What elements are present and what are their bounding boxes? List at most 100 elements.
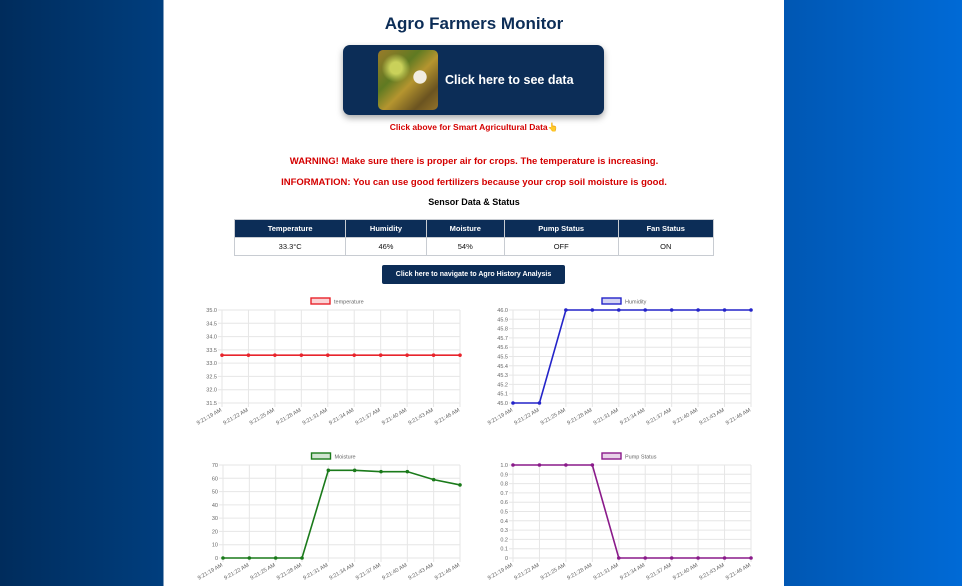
x-tick-label: 9:21:40 AM (381, 562, 408, 581)
data-point (590, 308, 595, 312)
y-tick-label: 0.4 (500, 519, 508, 525)
data-point (537, 401, 542, 405)
y-tick-label: 0.5 (500, 510, 508, 516)
data-point (669, 308, 674, 312)
y-tick-label: 40 (212, 503, 218, 509)
page-title: Agro Farmers Monitor (384, 14, 564, 33)
series-line (513, 309, 751, 404)
moisture-information: INFORMATION: You can use good fertilizer… (281, 177, 667, 188)
y-tick-label: 10 (212, 543, 218, 549)
x-tick-label: 9:21:46 AM (434, 562, 461, 581)
y-tick-label: 33.0 (206, 361, 217, 367)
x-tick-label: 9:21:43 AM (698, 407, 725, 426)
y-tick-label: 0.6 (500, 500, 508, 506)
sensor-section-title: Sensor Data & Status (428, 197, 520, 207)
column-header: Temperature (233, 219, 347, 238)
data-point (722, 556, 727, 560)
column-header: Moisture (425, 219, 505, 238)
series-line (513, 464, 751, 559)
data-point (300, 556, 304, 560)
y-tick-label: 45.7 (497, 336, 508, 342)
table-row: 33.3°C 46% 54% OFF ON (233, 237, 715, 256)
sensor-status-table: Temperature Humidity Moisture Pump Statu… (233, 219, 715, 256)
table-header-row: Temperature Humidity Moisture Pump Statu… (233, 219, 715, 238)
data-point (431, 477, 436, 482)
see-data-button-label: Click here to see data (445, 73, 574, 87)
x-tick-label: 9:21:37 AM (355, 407, 382, 426)
y-tick-label: 34.0 (206, 335, 217, 341)
y-tick-label: 46.0 (497, 308, 508, 314)
y-tick-label: 33.5 (206, 348, 217, 354)
data-point (273, 353, 277, 357)
x-tick-label: 9:21:43 AM (407, 407, 434, 426)
x-tick-label: 9:21:46 AM (434, 407, 461, 426)
y-tick-label: 35.0 (206, 308, 217, 314)
x-tick-label: 9:21:22 AM (513, 407, 540, 426)
x-tick-label: 9:21:37 AM (355, 562, 382, 581)
data-point (511, 463, 515, 467)
data-point (273, 556, 278, 560)
y-tick-label: 50 (212, 490, 218, 496)
crop-photo-icon (378, 50, 438, 110)
x-tick-label: 9:21:22 AM (222, 407, 249, 426)
humidity-value: 46% (345, 237, 427, 256)
data-point (590, 463, 595, 467)
data-point (749, 308, 753, 312)
y-tick-label: 0 (505, 556, 508, 562)
data-point (458, 353, 462, 357)
series-line (223, 469, 461, 559)
legend-label: temperature (334, 300, 364, 306)
y-tick-label: 34.5 (206, 321, 217, 327)
x-tick-label: 9:21:31 AM (593, 562, 620, 581)
x-tick-label: 9:21:25 AM (249, 407, 276, 426)
data-point (696, 556, 700, 560)
x-tick-label: 9:21:34 AM (619, 407, 646, 426)
data-point (722, 308, 727, 312)
y-tick-label: 45.8 (497, 327, 508, 333)
data-point (643, 556, 648, 560)
y-tick-label: 0 (215, 556, 218, 562)
x-tick-label: 9:21:19 AM (197, 562, 224, 581)
y-tick-label: 30 (212, 516, 218, 522)
legend-swatch[interactable] (310, 297, 331, 305)
y-tick-label: 45.9 (497, 317, 508, 323)
y-tick-label: 31.5 (206, 401, 217, 407)
y-tick-label: 0.3 (500, 528, 508, 534)
see-data-button[interactable]: Click here to see data (343, 45, 604, 115)
legend-swatch[interactable] (310, 452, 332, 460)
data-point (458, 483, 462, 487)
column-header: Pump Status (503, 219, 619, 238)
column-header: Fan Status (617, 219, 715, 238)
data-point (669, 556, 674, 560)
data-point (564, 463, 568, 467)
legend-label: Humidity (625, 300, 647, 306)
data-point (405, 353, 409, 357)
main-panel: Agro Farmers Monitor Click here to see d… (164, 0, 784, 586)
temperature-value: 33.3°C (233, 237, 347, 256)
legend-swatch[interactable] (601, 452, 622, 460)
pump-status-chart: 1.0 0.9 0.8 0.7 0.6 0.5 0.4 0.3 0.2 0.1 09:21:19 A… (487, 452, 753, 582)
y-tick-label: 0.8 (500, 482, 508, 488)
y-tick-label: 1.0 (500, 463, 508, 469)
data-point (696, 308, 700, 312)
x-tick-label: 9:21:34 AM (328, 407, 355, 426)
y-tick-label: 45.2 (497, 382, 508, 388)
legend-swatch[interactable] (601, 297, 622, 305)
temperature-chart: 35.0 34.5 34.0 33.5 33.0 32.5 32.0 31.59:21:19 … (196, 297, 462, 427)
x-tick-label: 9:21:37 AM (646, 562, 673, 581)
data-point (405, 469, 410, 474)
x-tick-label: 9:21:46 AM (725, 407, 752, 426)
data-point (247, 556, 252, 560)
data-point (221, 556, 225, 560)
data-hint-text: Click above for Smart Agricultural Data👆 (389, 122, 559, 132)
x-tick-label: 9:21:19 AM (196, 407, 223, 426)
pump-status-value: OFF (503, 237, 619, 256)
y-tick-label: 32.5 (206, 374, 217, 380)
x-tick-label: 9:21:46 AM (725, 562, 752, 581)
y-tick-label: 45.5 (497, 355, 508, 361)
data-point (564, 308, 568, 312)
x-tick-label: 9:21:19 AM (487, 562, 514, 581)
x-tick-label: 9:21:40 AM (672, 407, 699, 426)
history-analysis-button[interactable]: Click here to navigate to Agro History A… (382, 265, 565, 284)
